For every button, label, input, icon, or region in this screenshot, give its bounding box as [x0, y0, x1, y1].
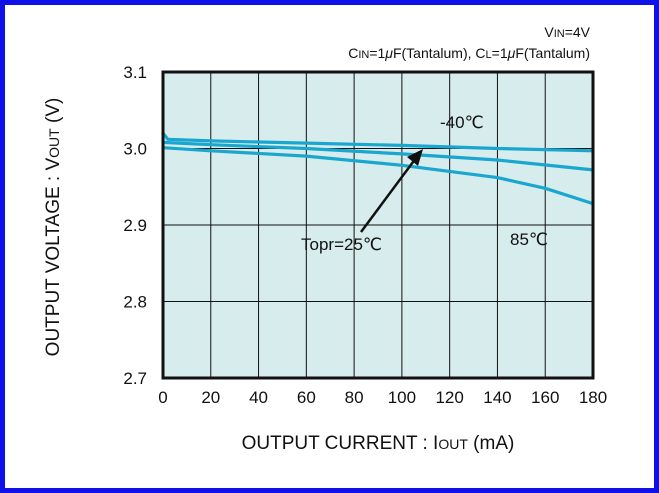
series-line [161, 146, 595, 206]
y-tick-label: 2.9 [123, 216, 147, 235]
y-axis-title: OUTPUT VOLTAGE : VOUT (V) [43, 98, 64, 357]
x-tick-label: 20 [201, 388, 220, 407]
arrow-shaft [359, 157, 418, 233]
condition-capacitors: CIN=1μF(Tantalum), CL=1μF(Tantalum) [348, 45, 590, 61]
plot-area [161, 70, 595, 380]
x-tick-label: 100 [388, 388, 416, 407]
tick-labels: 0 20 40 60 80 100 120 140 160 180 3.1 3.0 2.9 2.8 2.7 [123, 63, 607, 407]
y-tick-label: 2.7 [123, 369, 147, 388]
series-line [161, 140, 595, 172]
annotation-topr25: Topr=25℃ [301, 235, 382, 254]
chart-svg: 0 20 40 60 80 100 120 140 160 1803.13.02.92.82.7 … [43, 24, 607, 454]
y-tick-label: 3.0 [123, 140, 147, 159]
x-tick-label: 40 [249, 388, 268, 407]
x-tick-label: 120 [435, 388, 463, 407]
x-tick-label: 160 [531, 388, 559, 407]
x-tick-label: 180 [579, 388, 607, 407]
x-tick-label: 140 [483, 388, 511, 407]
condition-vin: VIN=4V [544, 24, 590, 40]
series-line [161, 131, 595, 153]
x-axis-title: OUTPUT CURRENT : IOUT (mA) [242, 433, 515, 454]
annotation-minus40: -40℃ [440, 113, 484, 132]
arrow-head [407, 149, 423, 166]
x-tick-label: 80 [345, 388, 364, 407]
y-tick-label: 2.8 [123, 293, 147, 312]
x-tick-label: 0 [158, 388, 167, 407]
annotation-arrow [359, 149, 423, 233]
x-tick-label: 60 [297, 388, 316, 407]
annotation-85: 85℃ [510, 230, 548, 249]
plot-border [161, 70, 595, 380]
y-tick-label: 3.1 [123, 63, 147, 82]
